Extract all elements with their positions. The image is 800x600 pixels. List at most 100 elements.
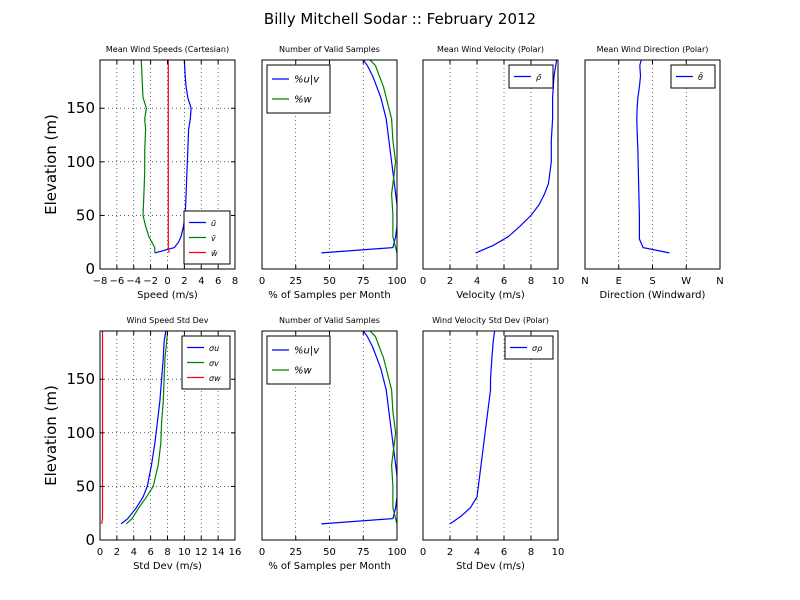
x-tick-label: S bbox=[649, 276, 655, 287]
series-group bbox=[475, 60, 558, 254]
x-tick-label: 6 bbox=[501, 276, 507, 287]
subplot-title: Mean Wind Speeds (Cartesian) bbox=[106, 45, 229, 54]
y-tick-label: 0 bbox=[85, 531, 95, 549]
subplot-3: 0 2 4 6 8 10 Mean Wind Velocity (Polar) Velocit… bbox=[420, 45, 565, 301]
legend: σu σv σw bbox=[181, 335, 231, 390]
legend-label-1: θ̄ bbox=[698, 72, 703, 82]
x-tick-label: 8 bbox=[528, 276, 534, 287]
legend-label-1: %u|v bbox=[294, 75, 320, 86]
y-tick-label: 100 bbox=[66, 424, 95, 442]
figure-title: Billy Mitchell Sodar :: February 2012 bbox=[264, 10, 536, 28]
x-axis-label: Direction (Windward) bbox=[600, 290, 706, 301]
x-tick-label: 0 bbox=[164, 276, 170, 287]
y-tick-label: 0 bbox=[85, 260, 95, 278]
series-line-1 bbox=[120, 331, 167, 525]
x-tick-label: 4 bbox=[474, 547, 480, 558]
series-line-2 bbox=[140, 60, 156, 253]
legend-label-1: σu bbox=[209, 344, 219, 353]
x-tick-label: 4 bbox=[474, 276, 480, 287]
x-tick-label: 75 bbox=[357, 276, 370, 287]
series-group bbox=[449, 331, 496, 525]
legend: %u|v %w bbox=[266, 64, 331, 114]
legend: %u|v %w bbox=[266, 335, 331, 385]
x-tick-label: 10 bbox=[552, 547, 565, 558]
x-tick-label: −8 bbox=[93, 276, 108, 287]
x-tick-label: 2 bbox=[181, 276, 187, 287]
series-line-2 bbox=[125, 331, 169, 525]
x-tick-label: E bbox=[616, 276, 622, 287]
legend-label-2: %w bbox=[294, 95, 313, 106]
x-tick-label: N bbox=[716, 276, 723, 287]
x-tick-label: 0 bbox=[259, 276, 265, 287]
axes-frame bbox=[422, 59, 559, 270]
x-tick-label: −6 bbox=[110, 276, 125, 287]
x-tick-label: 6 bbox=[147, 547, 153, 558]
x-tick-label: 0 bbox=[420, 547, 426, 558]
legend-label-1: %u|v bbox=[294, 346, 320, 357]
y-tick-label: 50 bbox=[76, 206, 95, 224]
x-tick-label: 4 bbox=[131, 547, 137, 558]
x-tick-label: 6 bbox=[501, 547, 507, 558]
legend: ρ̄ bbox=[508, 64, 554, 89]
y-axis-label: Elevation (m) bbox=[42, 385, 60, 486]
legend-box bbox=[266, 64, 331, 114]
y-tick-label: 100 bbox=[66, 153, 95, 171]
subplot-7: 0 2 4 6 8 10 Wind Velocity Std Dev (Polar) Std … bbox=[420, 316, 565, 572]
subplot-4: N E S W N Mean Wind Direction (Polar) Directio… bbox=[581, 45, 723, 301]
legend: ū v̄ w̄ bbox=[183, 210, 231, 265]
legend-label-2: σv bbox=[209, 359, 219, 368]
x-tick-label: 14 bbox=[212, 547, 225, 558]
series-line-1 bbox=[154, 60, 192, 254]
x-tick-label: 75 bbox=[357, 547, 370, 558]
x-tick-label: 8 bbox=[164, 547, 170, 558]
x-tick-label: −4 bbox=[126, 276, 141, 287]
series-line-2 bbox=[369, 331, 397, 525]
legend-label-3: σw bbox=[209, 374, 221, 383]
axes-frame bbox=[422, 330, 559, 541]
subplot-title: Wind Speed Std Dev bbox=[127, 316, 209, 325]
series-group bbox=[321, 60, 397, 254]
x-tick-label: 0 bbox=[420, 276, 426, 287]
x-tick-label: 4 bbox=[198, 276, 204, 287]
legend: σρ bbox=[504, 335, 554, 360]
x-tick-label: 0 bbox=[259, 547, 265, 558]
series-group bbox=[636, 60, 670, 254]
y-tick-label: 50 bbox=[76, 477, 95, 495]
series-line-1 bbox=[636, 60, 670, 254]
x-tick-label: 6 bbox=[215, 276, 221, 287]
x-tick-label: 25 bbox=[289, 547, 302, 558]
x-axis-label: Velocity (m/s) bbox=[456, 290, 525, 301]
x-tick-label: 12 bbox=[195, 547, 208, 558]
series-group bbox=[321, 331, 397, 525]
x-tick-label: 100 bbox=[387, 276, 406, 287]
x-tick-label: 2 bbox=[447, 547, 453, 558]
subplot-title: Number of Valid Samples bbox=[279, 45, 380, 54]
x-tick-label: 25 bbox=[289, 276, 302, 287]
x-tick-label: 100 bbox=[387, 547, 406, 558]
x-axis-label: % of Samples per Month bbox=[268, 290, 391, 301]
x-tick-label: 16 bbox=[229, 547, 242, 558]
x-tick-label: 8 bbox=[232, 276, 238, 287]
x-tick-label: W bbox=[681, 276, 691, 287]
subplot-6: 0 25 50 75 100 Number of Valid Samples % of Sa… bbox=[259, 316, 407, 572]
x-tick-label: 10 bbox=[178, 547, 191, 558]
series-line-1 bbox=[321, 331, 397, 525]
subplot-title: Mean Wind Direction (Polar) bbox=[597, 45, 709, 54]
subplot-title: Wind Velocity Std Dev (Polar) bbox=[432, 316, 549, 325]
series-line-2 bbox=[369, 60, 397, 254]
subplot-title: Number of Valid Samples bbox=[279, 316, 380, 325]
series-line-1 bbox=[321, 60, 397, 254]
subplot-title: Mean Wind Velocity (Polar) bbox=[437, 45, 544, 54]
x-axis-label: % of Samples per Month bbox=[268, 561, 391, 572]
series-line-3 bbox=[167, 60, 170, 254]
series-group bbox=[140, 60, 192, 254]
x-tick-label: 50 bbox=[323, 547, 336, 558]
y-axis-label: Elevation (m) bbox=[42, 114, 60, 215]
x-axis-label: Std Dev (m/s) bbox=[456, 561, 525, 572]
x-tick-label: N bbox=[581, 276, 588, 287]
legend-box bbox=[266, 335, 331, 385]
legend-label-2: v̄ bbox=[211, 234, 216, 243]
